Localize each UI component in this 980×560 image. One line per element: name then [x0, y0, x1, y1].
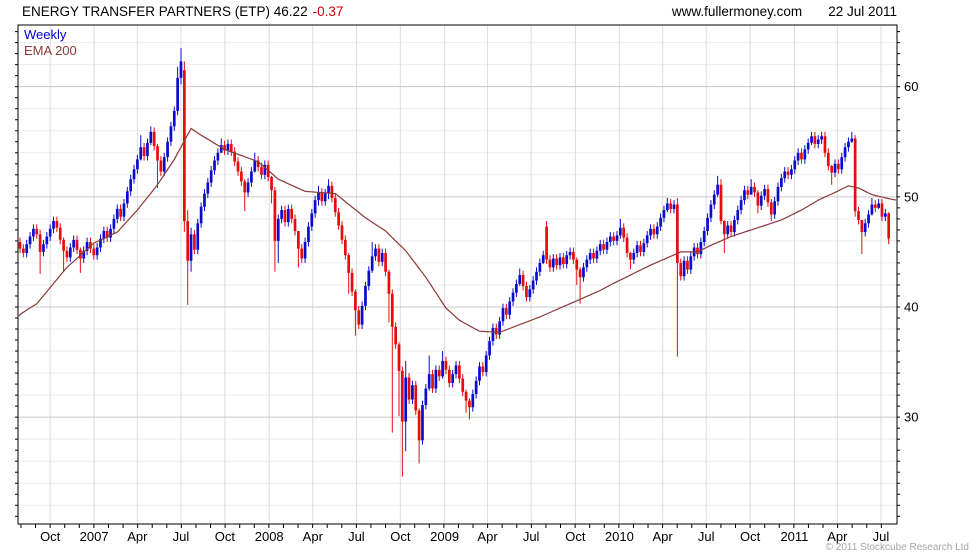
x-tick-label: Oct — [215, 529, 236, 544]
x-tick-label: Apr — [303, 529, 324, 544]
y-tick-label: 60 — [904, 79, 918, 94]
x-tick-label: Jul — [348, 529, 365, 544]
y-tick-label: 30 — [904, 410, 918, 425]
x-tick-label: 2007 — [80, 529, 109, 544]
x-tick-label: Oct — [390, 529, 411, 544]
x-tick-label: Apr — [127, 529, 148, 544]
x-tick-label: 2011 — [780, 529, 808, 544]
legend-ema: EMA 200 — [24, 43, 77, 58]
x-tick-label: Oct — [740, 529, 761, 544]
ema-line — [18, 127, 897, 333]
chart-legend: Weekly EMA 200 — [24, 27, 77, 59]
legend-weekly: Weekly — [24, 27, 67, 42]
x-tick-label: Jul — [173, 529, 190, 544]
header-right: www.fullermoney.com 22 Jul 2011 — [672, 4, 897, 19]
chart-date: 22 Jul 2011 — [828, 4, 897, 19]
site-url: www.fullermoney.com — [671, 4, 803, 19]
y-tick-label: 50 — [904, 189, 918, 204]
chart-title: ENERGY TRANSFER PARTNERS (ETP) 46.22 -0.3… — [22, 4, 343, 19]
x-tick-label: Apr — [827, 529, 848, 544]
x-tick-label: Jul — [698, 529, 715, 544]
x-tick-label: Jul — [873, 529, 890, 544]
gridlines — [18, 25, 897, 524]
copyright-notice: © 2011 Stockcube Research Ltd — [825, 542, 969, 553]
x-tick-label: Apr — [653, 529, 674, 544]
x-tick-label: Oct — [565, 529, 586, 544]
x-axis: Oct 2007 Apr Jul Oct 2008 Apr Jul Oct 2009 Apr Jul O… — [20, 524, 890, 544]
candlesticks — [18, 48, 891, 477]
x-tick-label: Jul — [523, 529, 540, 544]
instrument-title: ENERGY TRANSFER PARTNERS (ETP) 46.22 — [22, 4, 308, 19]
x-tick-label: 2009 — [430, 529, 459, 544]
x-tick-label: Apr — [477, 529, 498, 544]
x-tick-label: 2008 — [255, 529, 284, 544]
ema — [18, 127, 897, 333]
y-tick-label: 40 — [904, 299, 918, 314]
price-change: -0.37 — [312, 4, 344, 19]
x-tick-label: Oct — [40, 529, 61, 544]
y-axis: 30 40 50 60 — [15, 31, 918, 517]
x-tick-label: 2010 — [605, 529, 634, 544]
plot-border — [17, 24, 898, 525]
